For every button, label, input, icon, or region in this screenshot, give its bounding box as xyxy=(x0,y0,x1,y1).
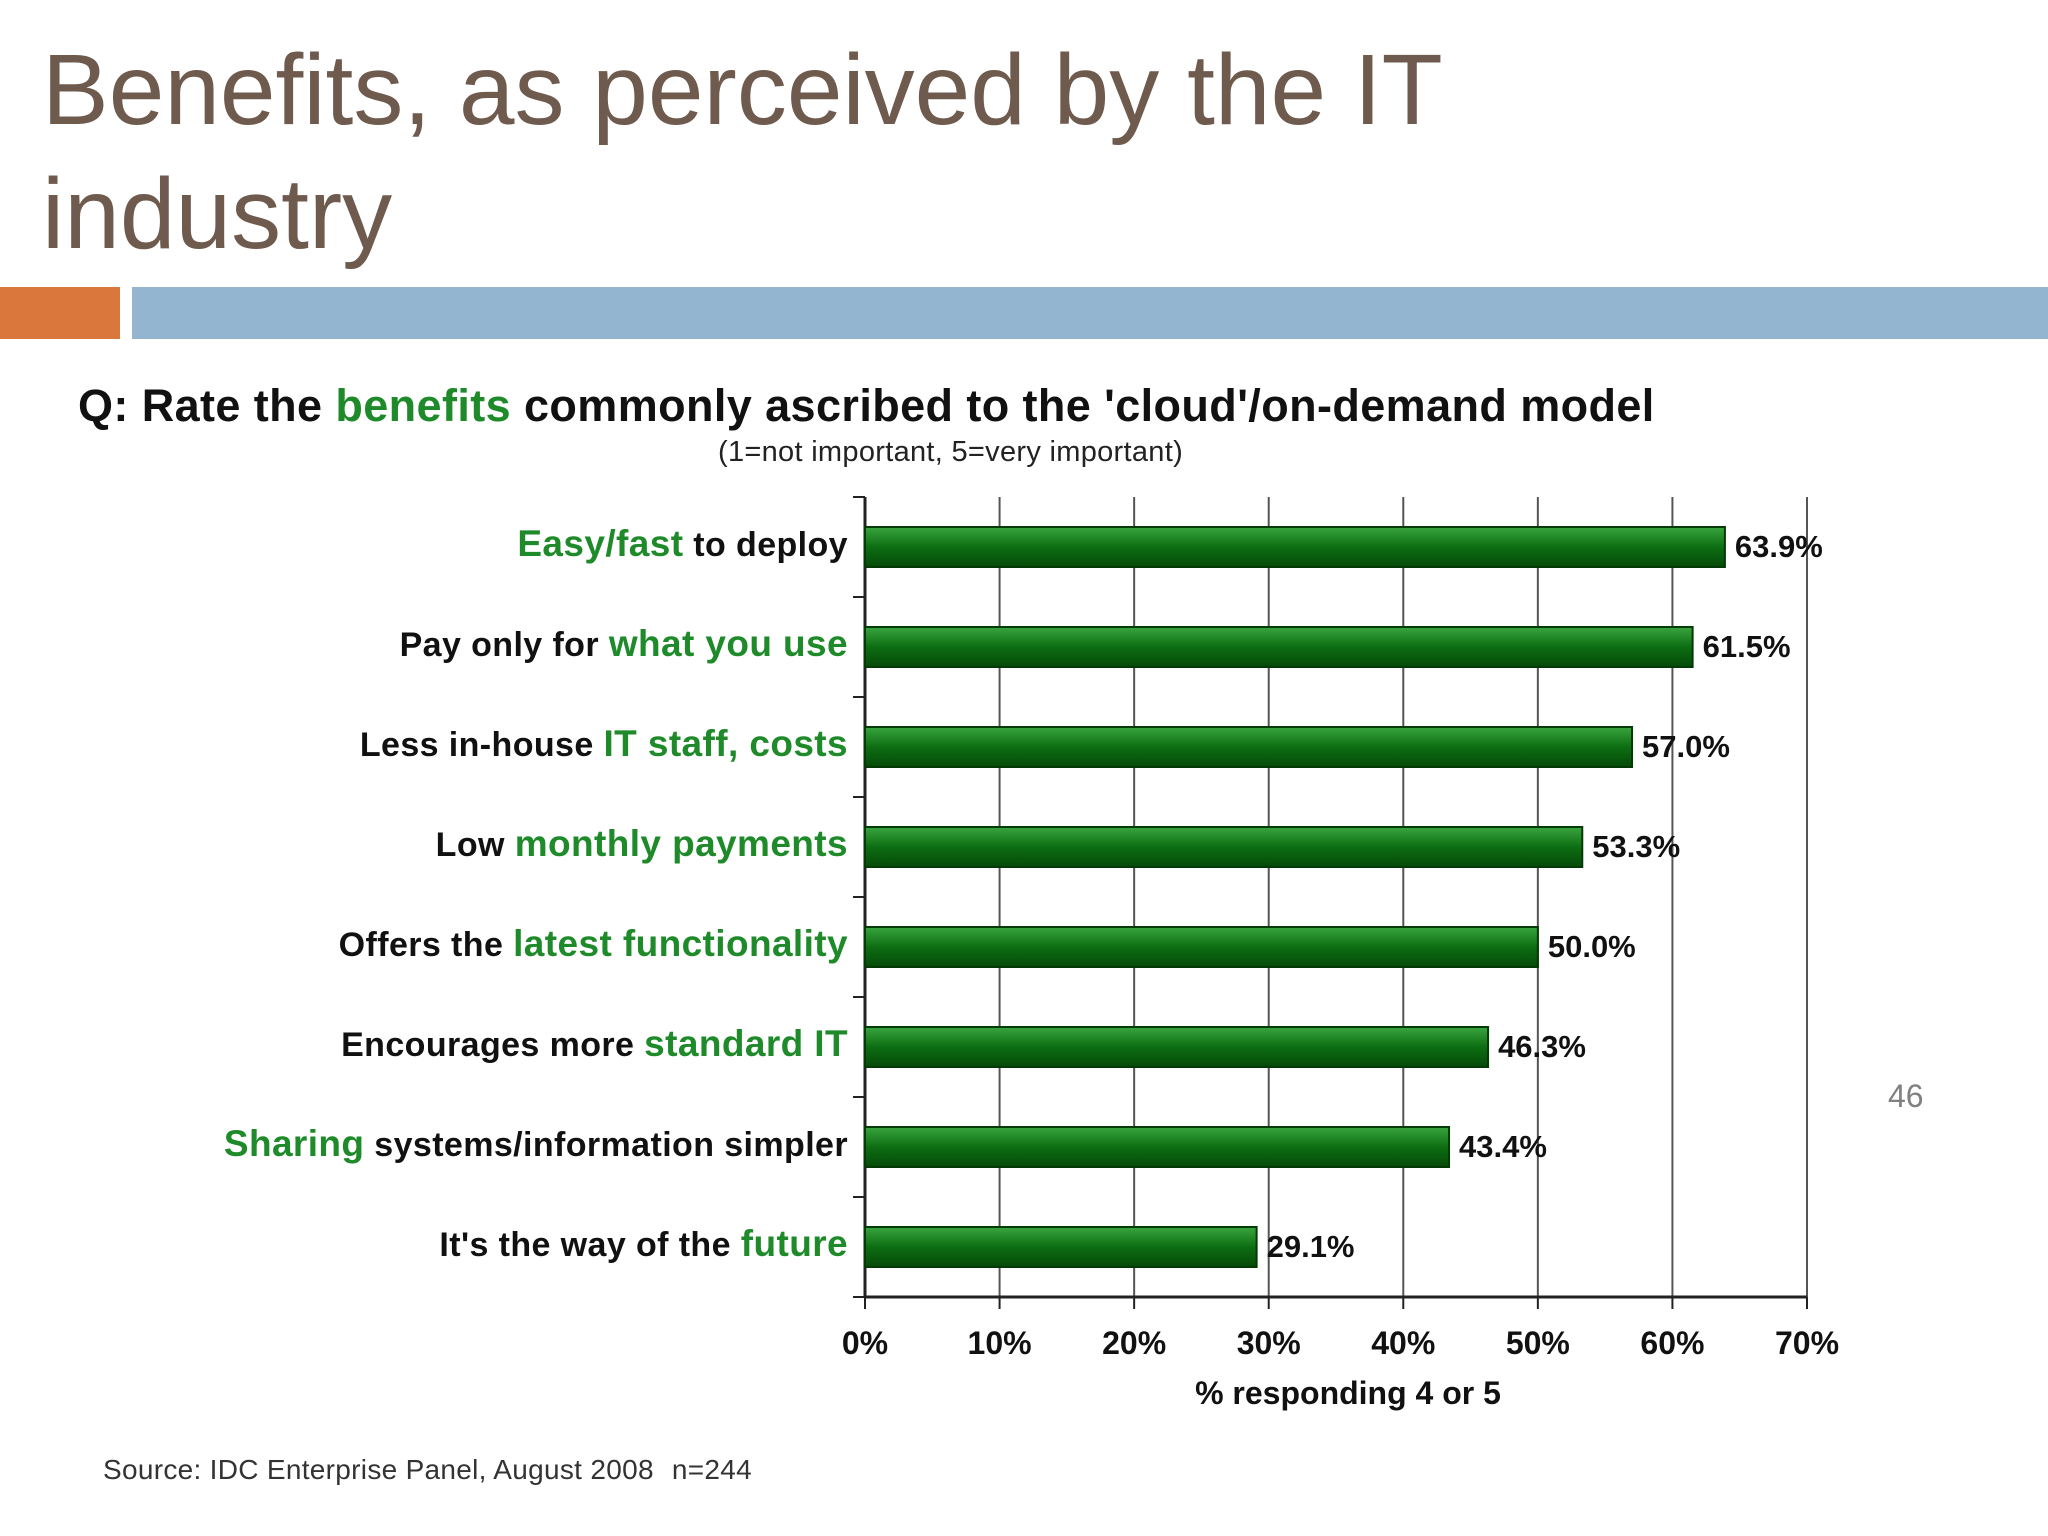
bar-value-label: 63.9% xyxy=(1735,529,1823,564)
slide-title-line-2: industry xyxy=(42,158,393,270)
source-text: Source: IDC Enterprise Panel, August 200… xyxy=(103,1454,654,1485)
category-label-highlight: monthly payments xyxy=(514,823,848,864)
category-label-text: Less in-house xyxy=(359,726,604,764)
x-tick-label: 40% xyxy=(1371,1325,1435,1361)
category-label-text: Encourages more xyxy=(341,1026,645,1064)
bar xyxy=(864,826,1584,868)
x-axis-label: % responding 4 or 5 xyxy=(1195,1375,1501,1411)
accent-bar-blue xyxy=(132,287,2048,339)
bar xyxy=(864,1226,1258,1268)
category-label-highlight: IT staff, costs xyxy=(603,723,848,764)
category-label-highlight: standard IT xyxy=(644,1023,848,1064)
accent-bar-orange xyxy=(0,287,120,339)
category-label-highlight: what you use xyxy=(608,623,848,664)
category-label-text: It's the way of the xyxy=(439,1226,741,1264)
category-label: Low monthly payments xyxy=(436,823,848,865)
bar-value-label: 53.3% xyxy=(1592,829,1680,864)
chart-title-suffix: commonly ascribed to the 'cloud'/on-dema… xyxy=(511,380,1655,431)
chart-title-prefix: Q: Rate the xyxy=(78,380,336,431)
category-label: Encourages more standard IT xyxy=(341,1023,848,1065)
x-tick-label: 50% xyxy=(1506,1325,1570,1361)
chart-subtitle: (1=not important, 5=very important) xyxy=(718,436,1184,468)
x-tick-label: 20% xyxy=(1102,1325,1166,1361)
source-note: Source: IDC Enterprise Panel, August 200… xyxy=(103,1454,752,1486)
category-label: Offers the latest functionality xyxy=(339,923,848,965)
chart-title-highlight: benefits xyxy=(335,380,512,431)
bar-value-label: 57.0% xyxy=(1642,729,1730,764)
chart-image: Q: Rate the benefits commonly ascribed t… xyxy=(0,360,2048,1536)
x-tick-label: 60% xyxy=(1640,1325,1704,1361)
category-label-text: Pay only for xyxy=(399,626,609,664)
category-label-text: Offers the xyxy=(338,926,514,964)
category-label-highlight: Sharing xyxy=(223,1123,365,1164)
category-label: Less in-house IT staff, costs xyxy=(360,723,848,765)
category-label-highlight: future xyxy=(740,1223,848,1264)
category-label-highlight: latest functionality xyxy=(513,923,848,964)
sample-size: n=244 xyxy=(671,1454,752,1485)
category-label-text: systems/information simpler xyxy=(364,1126,848,1164)
bar-value-label: 61.5% xyxy=(1703,629,1791,664)
x-tick-label: 0% xyxy=(842,1325,888,1361)
page-number: 46 xyxy=(1888,1078,1924,1114)
x-tick-label: 30% xyxy=(1237,1325,1301,1361)
category-label: It's the way of the future xyxy=(439,1223,848,1265)
bar-value-label: 43.4% xyxy=(1459,1129,1547,1164)
bar xyxy=(864,526,1726,568)
category-label-text: to deploy xyxy=(683,526,848,564)
bar xyxy=(864,626,1694,668)
x-tick-label: 10% xyxy=(968,1325,1032,1361)
category-label-highlight: Easy/fast xyxy=(517,523,684,564)
bar-value-label: 46.3% xyxy=(1498,1029,1586,1064)
bar xyxy=(864,726,1634,768)
x-tick-label: 70% xyxy=(1775,1325,1839,1361)
category-label-text: Low xyxy=(435,826,515,864)
category-label: Easy/fast to deploy xyxy=(517,523,848,565)
slide-title-line-1: Benefits, as perceived by the IT xyxy=(42,34,1443,146)
slide-title: Benefits, as perceived by the IT industr… xyxy=(42,28,1642,276)
chart-title: Q: Rate the benefits commonly ascribed t… xyxy=(78,380,1978,432)
bar xyxy=(864,1026,1490,1068)
category-label: Pay only for what you use xyxy=(400,623,848,665)
category-label: Sharing systems/information simpler xyxy=(224,1123,848,1165)
bar-chart: 0% 10% 20% 30% 40% 50% 60% 70% % responding 4 or… xyxy=(842,496,1839,1411)
bar-value-label: 50.0% xyxy=(1548,929,1636,964)
bar xyxy=(864,926,1539,968)
bar xyxy=(864,1126,1451,1168)
bar-value-label: 29.1% xyxy=(1267,1229,1355,1264)
